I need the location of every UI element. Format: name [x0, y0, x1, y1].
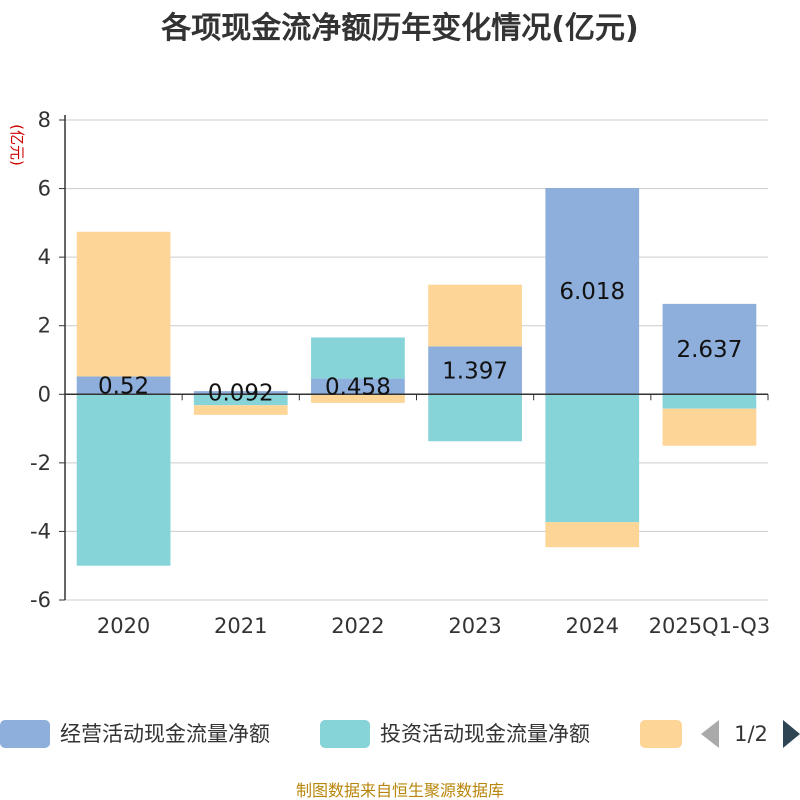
bar-series-0-2023[interactable] [428, 346, 522, 395]
y-tick-label: -4 [30, 519, 51, 543]
bar-series-0-2020[interactable] [76, 376, 171, 395]
x-tick-label: 2024 [566, 614, 619, 638]
x-tick-label: 2023 [448, 614, 501, 638]
legend-swatch-operating [0, 720, 50, 748]
y-tick-label: -6 [30, 588, 51, 612]
legend-item-investing[interactable]: 投资活动现金流量净额 [320, 720, 590, 748]
data-label-operating-2025Q1-Q3: 2.637 [676, 337, 742, 363]
bar-series-1-2021[interactable] [193, 394, 288, 406]
bar-series-2-2025Q1-Q3[interactable] [662, 408, 757, 446]
legend-swatch-investing [320, 720, 370, 748]
data-label-operating-2023: 1.397 [442, 358, 508, 384]
bar-series-1-2022[interactable] [311, 337, 405, 379]
y-tick-label: 8 [38, 108, 51, 132]
bar-series-2-2022[interactable] [311, 394, 405, 403]
bar-series-2-2023[interactable] [428, 284, 522, 347]
legend: 经营活动现金流量净额 投资活动现金流量净额 1/2 [0, 720, 800, 748]
chart-title: 各项现金流净额历年变化情况(亿元) [160, 11, 638, 46]
axes: 8 6 4 2 0 -2 -4 -6 2020 2021 2022 2023 2024 2025Q1-Q3 [30, 108, 770, 638]
legend-swatch-financing [640, 720, 682, 748]
legend-page-indicator: 1/2 [734, 722, 768, 746]
bar-series-1-2020[interactable] [76, 394, 171, 566]
bar-series-0-2025Q1-Q3[interactable] [662, 303, 757, 395]
y-tick-label: 2 [38, 314, 51, 338]
x-tick-label: 2022 [331, 614, 384, 638]
legend-label-operating: 经营活动现金流量净额 [60, 722, 270, 746]
y-tick-label: 4 [38, 245, 51, 269]
bar-series-2-2024[interactable] [545, 522, 640, 548]
legend-item-operating[interactable]: 经营活动现金流量净额 [0, 720, 270, 748]
bar-series-1-2023[interactable] [428, 394, 522, 442]
x-tick-label: 2025Q1-Q3 [649, 614, 771, 638]
data-source-note: 制图数据来自恒生聚源数据库 [296, 781, 504, 800]
x-tick-label: 2021 [214, 614, 267, 638]
bar-series-1-2025Q1-Q3[interactable] [662, 394, 757, 409]
bar-series-2-2021[interactable] [193, 405, 288, 415]
bar-series-0-2024[interactable] [545, 187, 640, 395]
y-tick-label: 0 [38, 382, 51, 406]
data-label-operating-2024: 6.018 [559, 279, 625, 305]
bar-series-2-2020[interactable] [76, 231, 171, 377]
legend-item-financing[interactable] [640, 720, 682, 748]
y-axis-unit: (亿元) [8, 124, 26, 166]
legend-prev-page-icon[interactable] [701, 720, 719, 748]
data-label-operating-2020: 0.52 [98, 373, 149, 399]
legend-label-investing: 投资活动现金流量净额 [380, 722, 590, 746]
data-labels: 0.52 0.092 0.458 1.397 6.018 2.637 [98, 279, 742, 407]
data-label-operating-2021: 0.092 [208, 381, 274, 407]
y-tick-label: -2 [30, 451, 51, 475]
bar-series-0-2022[interactable] [311, 378, 405, 395]
data-label-operating-2022: 0.458 [325, 374, 391, 400]
legend-next-page-icon[interactable] [783, 720, 800, 748]
bar-series-1-2024[interactable] [545, 394, 640, 523]
y-tick-label: 6 [38, 177, 51, 201]
bars [76, 187, 757, 566]
bar-series-0-2021[interactable] [193, 391, 288, 395]
x-tick-label: 2020 [97, 614, 150, 638]
